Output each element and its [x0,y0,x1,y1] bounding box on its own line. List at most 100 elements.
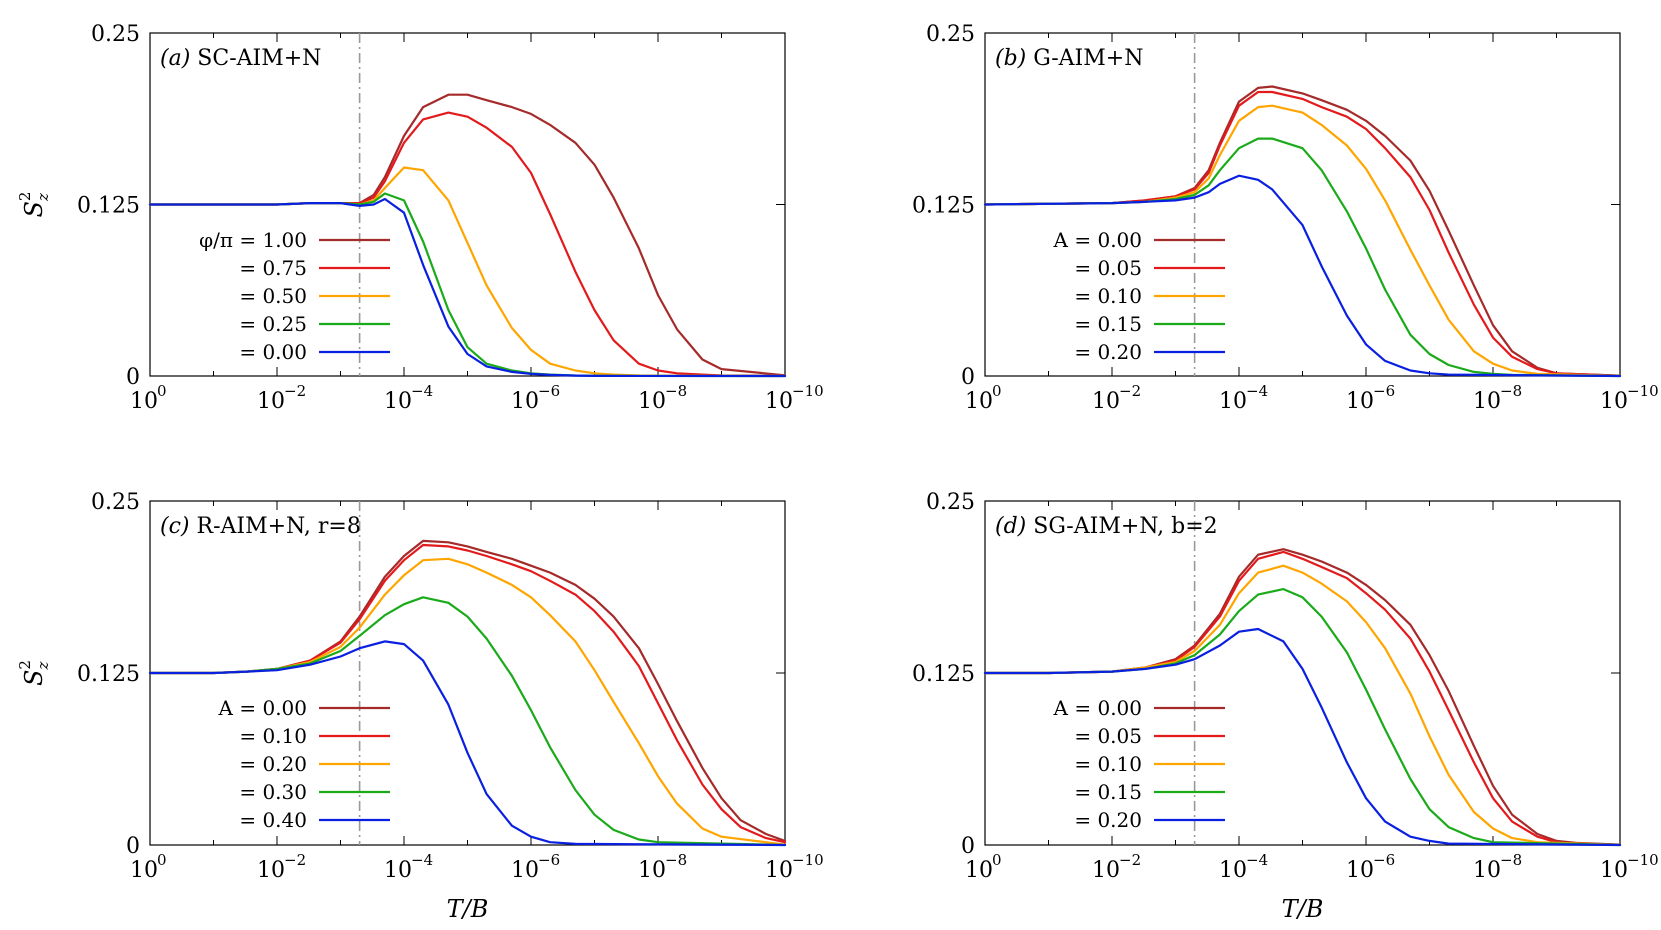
x-tick-label: 10 [638,858,666,883]
panel-tag: (a) [160,46,190,71]
x-tick-exponent: 0 [157,851,167,869]
panel-label: (c) R-AIM+N, r=8 [160,514,361,539]
x-tick-exponent: −10 [1627,851,1659,869]
legend-label: A = 0.00 [218,696,307,720]
x-tick-label: 10 [1473,858,1501,883]
panel-tag-gap [1026,514,1033,539]
legend-label: = 0.10 [1074,284,1142,308]
y-tick-label: 0.125 [77,662,140,687]
x-tick-exponent: −4 [411,382,433,400]
x-tick-exponent: −4 [1246,851,1268,869]
y-axis-label-sub: z [34,662,52,671]
x-tick-exponent: −2 [284,382,306,400]
x-tick-exponent: −2 [284,851,306,869]
x-tick-exponent: −8 [665,851,687,869]
y-tick-label: 0.125 [912,194,975,219]
legend-label: = 0.20 [1074,340,1142,364]
x-tick-exponent: −8 [1500,851,1522,869]
x-tick-label: 10 [638,389,666,414]
x-tick-label: 10 [1600,858,1628,883]
legend-label: = 0.00 [239,340,307,364]
series-line-4 [148,596,787,847]
y-tick-label: 0.125 [77,194,140,219]
y-tick-label: 0.25 [926,490,975,515]
legend-label: = 0.50 [239,284,307,308]
y-axis-label-base: S [20,670,48,686]
panel-text: SG-AIM+N, b=2 [1033,514,1217,539]
x-tick-exponent: 0 [992,851,1002,869]
x-tick-label: 10 [1346,858,1374,883]
x-tick-exponent: −10 [792,851,824,869]
legend-label: A = 0.00 [1053,696,1142,720]
series-line-2 [148,543,787,844]
x-tick-label: 10 [1092,389,1120,414]
panel-text: R-AIM+N, r=8 [197,514,361,539]
legend-label: = 0.75 [239,256,307,280]
y-axis-label-base: S [20,201,48,217]
legend-label: = 0.15 [1074,312,1142,336]
y-tick-label: 0 [961,834,975,859]
legend-label: = 0.30 [239,780,307,804]
series-line-3 [983,104,1622,377]
panel-tag-gap [190,46,197,71]
y-axis-label: Sz2 [16,192,52,218]
series-line-2 [983,90,1622,377]
y-axis-label-sup: 2 [16,192,34,202]
x-tick-label: 10 [130,858,158,883]
x-tick-label: 10 [384,858,412,883]
panel-label: (b) G-AIM+N [995,46,1143,71]
series-line-5 [983,174,1622,378]
x-tick-label: 10 [257,858,285,883]
x-tick-exponent: −4 [1246,382,1268,400]
x-tick-label: 10 [257,389,285,414]
x-tick-label: 10 [130,389,158,414]
legend-label: = 0.10 [239,724,307,748]
x-tick-label: 10 [1092,858,1120,883]
x-tick-exponent: −6 [1373,382,1395,400]
x-tick-label: 10 [1346,389,1374,414]
series-line-3 [983,564,1622,847]
x-tick-exponent: 0 [157,382,167,400]
x-tick-exponent: −2 [1119,382,1141,400]
x-tick-exponent: −4 [411,851,433,869]
panel-text: SC-AIM+N [197,46,321,71]
y-axis-label-sub: z [34,193,52,202]
x-tick-exponent: −10 [792,382,824,400]
series-line-5 [148,640,787,847]
legend-label: = 0.05 [1074,256,1142,280]
legend-label: φ/π = 1.00 [199,228,307,252]
panel-text: G-AIM+N [1033,46,1143,71]
x-tick-exponent: −2 [1119,851,1141,869]
series-line-2 [148,111,787,377]
y-axis-label: Sz2 [16,660,52,686]
series-line-5 [983,627,1622,847]
x-tick-exponent: 0 [992,382,1002,400]
panel-tag-gap [1026,46,1033,71]
x-tick-exponent: −6 [538,382,560,400]
series-line-1 [983,548,1622,846]
x-tick-label: 10 [765,389,793,414]
x-tick-exponent: −6 [538,851,560,869]
x-tick-label: 10 [511,858,539,883]
y-tick-label: 0 [961,365,975,390]
y-tick-label: 0.125 [912,662,975,687]
x-tick-exponent: −6 [1373,851,1395,869]
x-tick-exponent: −8 [1500,382,1522,400]
panel-tag: (b) [995,46,1026,71]
x-tick-exponent: −8 [665,382,687,400]
x-tick-label: 10 [511,389,539,414]
x-tick-label: 10 [965,389,993,414]
y-tick-label: 0 [126,365,140,390]
legend-label: = 0.40 [239,808,307,832]
x-axis-label: T/B [447,895,489,923]
panel-label: (d) SG-AIM+N, b=2 [995,514,1218,539]
y-tick-label: 0.25 [91,490,140,515]
legend-label: A = 0.00 [1053,228,1142,252]
legend-label: = 0.20 [239,752,307,776]
x-tick-label: 10 [1219,389,1247,414]
panel-tag: (d) [995,514,1026,539]
